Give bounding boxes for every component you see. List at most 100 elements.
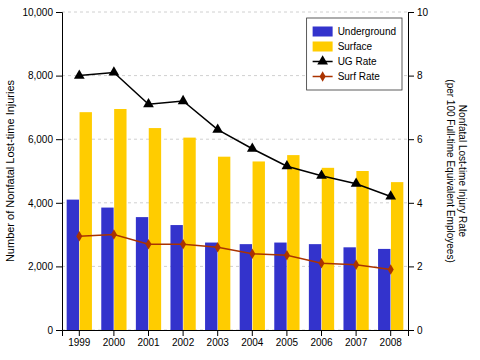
- tick-label: 8,000: [28, 70, 53, 81]
- tick: 6: [408, 134, 423, 145]
- marker: [249, 248, 255, 259]
- marker: [212, 123, 223, 132]
- tick-mark: [286, 330, 287, 336]
- plot-area: 1999200020012002200320042005200620072008…: [22, 7, 428, 348]
- bar: [378, 249, 390, 330]
- axis-line: [63, 331, 409, 337]
- tick-label: 2005: [276, 337, 299, 348]
- tick-label: 2002: [172, 337, 195, 348]
- chart-container: 1999200020012002200320042005200620072008…: [0, 0, 480, 360]
- legend-box: [307, 18, 402, 90]
- tick: 2003: [207, 330, 230, 348]
- legend-label: Underground: [338, 26, 396, 37]
- x-axis: 1999 2000 2001 2002 2003 2004 2005 2006 2007 2008: [63, 330, 409, 348]
- tick-label: 2004: [241, 337, 264, 348]
- tick-mark: [408, 139, 414, 140]
- legend-item: Surf Rate: [313, 71, 381, 82]
- tick: 8,000: [28, 70, 62, 81]
- tick-mark: [217, 330, 218, 336]
- tick: 2007: [345, 330, 368, 348]
- tick-label: 10,000: [22, 7, 53, 18]
- bar: [218, 157, 230, 330]
- tick-label: 0: [47, 325, 53, 336]
- bar: [343, 247, 355, 330]
- bar: [205, 243, 217, 330]
- legend-label: UG Rate: [338, 56, 377, 67]
- legend-marker: [317, 55, 328, 64]
- grid-line: [62, 202, 408, 203]
- marker: [109, 66, 120, 75]
- legend-item: UG Rate: [313, 55, 377, 67]
- tick: 2008: [380, 330, 403, 348]
- tick-label: 6,000: [28, 134, 53, 145]
- marker: [316, 170, 327, 179]
- marker: [282, 160, 293, 169]
- tick-mark: [56, 12, 62, 13]
- marker: [388, 264, 394, 275]
- tick-label: 2000: [103, 337, 126, 348]
- marker: [74, 69, 85, 78]
- bar: [149, 128, 161, 330]
- tick-mark: [56, 203, 62, 204]
- marker: [385, 190, 396, 199]
- bar: [136, 217, 148, 330]
- tick: 2006: [310, 330, 333, 348]
- tick-mark: [408, 203, 414, 204]
- tick-label: 10: [417, 7, 429, 18]
- bar: [240, 244, 252, 330]
- tick-mark: [56, 139, 62, 140]
- tick: 2005: [276, 330, 299, 348]
- y2-axis-title-line: (per 100 Full-time Equivalent Employees): [445, 79, 456, 262]
- tick: 10: [408, 7, 429, 18]
- legend-swatch: [313, 42, 333, 52]
- bar: [67, 200, 79, 330]
- tick-mark: [356, 330, 357, 336]
- bar: [114, 109, 126, 330]
- legend-swatch: [313, 27, 333, 37]
- legend-label: Surface: [338, 41, 373, 52]
- tick: 2002: [172, 330, 195, 348]
- y2-axis-title: Nonfatal Lost-time Injury Rate(per 100 F…: [445, 79, 468, 262]
- legend-item: Surface: [313, 41, 373, 52]
- grid-line: [62, 12, 408, 13]
- chart-svg: 1999200020012002200320042005200620072008…: [0, 0, 480, 360]
- tick-mark: [56, 76, 62, 77]
- grid: [62, 12, 408, 330]
- line: [79, 72, 390, 196]
- tick: 1999: [68, 330, 91, 348]
- tick-mark: [390, 330, 391, 336]
- marker: [353, 260, 359, 271]
- tick-mark: [321, 330, 322, 336]
- marker: [247, 143, 258, 152]
- tick: 10,000: [22, 7, 62, 18]
- tick: 0: [408, 325, 423, 336]
- tick-label: 6: [417, 134, 423, 145]
- tick-mark: [408, 12, 414, 13]
- tick-label: 2006: [310, 337, 333, 348]
- legend-label: Surf Rate: [338, 71, 381, 82]
- tick-mark: [408, 330, 414, 331]
- tick: 0: [47, 325, 62, 336]
- bar: [356, 171, 368, 330]
- tick-label: 1999: [68, 337, 91, 348]
- marker: [351, 178, 362, 187]
- marker: [215, 242, 221, 253]
- y2-axis: 0246810: [408, 7, 429, 336]
- bar: [80, 112, 92, 330]
- bar: [287, 155, 299, 330]
- tick-label: 2007: [345, 337, 368, 348]
- marker: [111, 229, 117, 240]
- tick-label: 2008: [380, 337, 403, 348]
- bar: [101, 208, 113, 330]
- marker: [178, 95, 189, 104]
- tick: 4: [408, 198, 423, 209]
- tick: 6,000: [28, 134, 62, 145]
- tick: 2,000: [28, 261, 62, 272]
- marker: [318, 258, 324, 269]
- tick-label: 2001: [137, 337, 160, 348]
- tick-mark: [148, 330, 149, 336]
- bar: [253, 161, 265, 330]
- tick-mark: [56, 330, 62, 331]
- tick-mark: [79, 330, 80, 336]
- tick: 2: [408, 261, 423, 272]
